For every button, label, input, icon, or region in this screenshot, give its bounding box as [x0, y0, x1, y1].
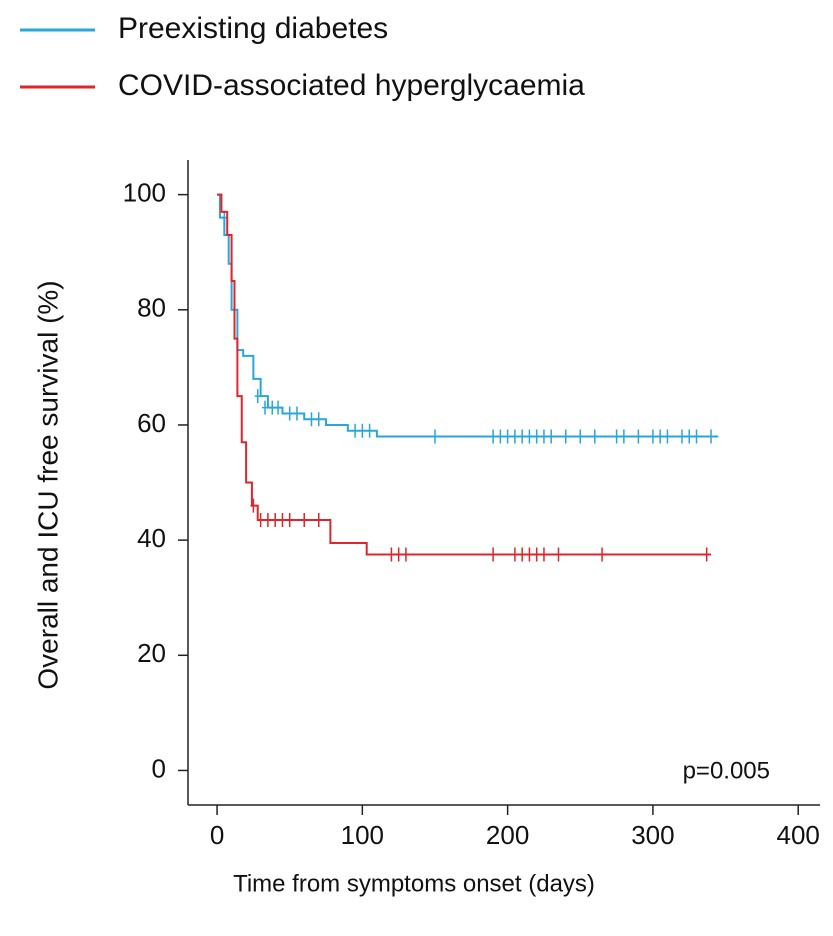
censor-mark — [275, 400, 282, 415]
legend-label: Preexisting diabetes — [118, 12, 388, 45]
censor-mark — [657, 429, 664, 444]
censor-mark — [664, 429, 671, 444]
censor-mark — [613, 429, 620, 444]
censor-mark — [511, 547, 518, 562]
legend-label: COVID-associated hyperglycaemia — [118, 69, 585, 102]
censor-mark — [279, 512, 286, 527]
censor-mark — [519, 429, 526, 444]
y-tick-label: 20 — [137, 638, 166, 668]
censor-mark — [693, 429, 700, 444]
x-tick-label: 0 — [210, 820, 224, 850]
censor-mark — [540, 429, 547, 444]
censor-mark — [269, 400, 276, 415]
censor-mark — [649, 429, 656, 444]
censor-mark — [490, 429, 497, 444]
x-tick-label: 200 — [486, 820, 529, 850]
censor-mark — [315, 412, 322, 427]
censor-mark — [301, 512, 308, 527]
censor-mark — [257, 512, 264, 527]
censor-mark — [519, 547, 526, 562]
censor-mark — [703, 547, 710, 562]
censor-mark — [286, 406, 293, 421]
survival-line — [217, 193, 719, 438]
censor-mark — [264, 512, 271, 527]
y-axis-label: Overall and ICU free survival (%) — [32, 280, 63, 689]
censor-mark — [272, 512, 279, 527]
censor-mark — [635, 429, 642, 444]
censor-mark — [366, 423, 373, 438]
censor-mark — [562, 429, 569, 444]
x-tick-label: 100 — [341, 820, 384, 850]
censor-mark — [497, 429, 504, 444]
censor-mark — [402, 547, 409, 562]
censor-mark — [293, 406, 300, 421]
y-tick-label: 0 — [152, 753, 166, 783]
censor-mark — [591, 429, 598, 444]
censor-mark — [395, 547, 402, 562]
y-tick-label: 100 — [123, 178, 166, 208]
censor-mark — [431, 429, 438, 444]
censor-mark — [555, 547, 562, 562]
censor-mark — [286, 512, 293, 527]
censor-mark — [540, 547, 547, 562]
censor-mark — [686, 429, 693, 444]
x-axis-label: Time from symptoms onset (days) — [233, 870, 595, 897]
censor-mark — [678, 429, 685, 444]
x-tick-label: 300 — [631, 820, 674, 850]
censor-mark — [599, 547, 606, 562]
censor-mark — [526, 429, 533, 444]
censor-mark — [577, 429, 584, 444]
censor-mark — [620, 429, 627, 444]
censor-mark — [388, 547, 395, 562]
censor-mark — [526, 547, 533, 562]
x-tick-label: 400 — [777, 820, 820, 850]
censor-mark — [250, 498, 257, 513]
survival-line — [217, 193, 712, 556]
y-tick-label: 80 — [137, 293, 166, 323]
censor-mark — [315, 512, 322, 527]
censor-mark — [548, 429, 555, 444]
censor-mark — [504, 429, 511, 444]
censor-mark — [352, 423, 359, 438]
y-tick-label: 60 — [137, 408, 166, 438]
censor-mark — [533, 547, 540, 562]
y-tick-label: 40 — [137, 523, 166, 553]
censor-mark — [308, 412, 315, 427]
p-value: p=0.005 — [683, 757, 770, 784]
censor-mark — [708, 429, 715, 444]
censor-mark — [254, 389, 261, 404]
censor-mark — [490, 547, 497, 562]
censor-mark — [359, 423, 366, 438]
censor-mark — [533, 429, 540, 444]
censor-mark — [262, 400, 269, 415]
censor-mark — [511, 429, 518, 444]
